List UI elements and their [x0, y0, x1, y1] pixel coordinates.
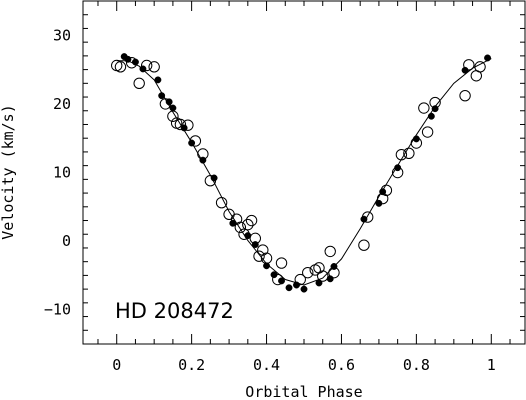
filled-circle-point: [229, 219, 237, 227]
x-axis-label: Orbital Phase: [245, 383, 362, 400]
filled-circle-point: [394, 164, 402, 172]
open-circle-point: [275, 257, 288, 269]
open-circle-point: [260, 252, 273, 264]
filled-circle-point: [431, 105, 439, 113]
x-tick-label: 0.2: [178, 356, 205, 374]
open-circle-point: [395, 148, 408, 161]
open-circle-point: [463, 59, 475, 71]
star-name-annotation: HD 208472: [115, 299, 234, 323]
open-circle-point: [257, 244, 269, 256]
open-circle-point: [313, 262, 325, 274]
open-circle-point: [317, 270, 329, 282]
open-circle-point: [294, 273, 306, 286]
x-tick-label: 0.8: [403, 356, 430, 374]
x-tick-label: 1: [487, 356, 496, 374]
open-circle-point: [418, 102, 430, 114]
filled-circle-point: [285, 284, 293, 292]
open-circle-point: [403, 147, 415, 159]
y-axis-label: Velocity (km/s): [0, 104, 17, 239]
open-circle-point: [140, 59, 153, 72]
open-circle-point: [358, 239, 370, 251]
open-circle-point: [215, 196, 228, 209]
x-tick-label: 0.4: [253, 356, 280, 374]
open-circle-point: [133, 77, 145, 90]
y-tick-label: −10: [44, 301, 71, 319]
open-circle-point: [474, 61, 486, 73]
open-circle-point: [114, 61, 127, 73]
open-circle-point: [324, 245, 336, 258]
x-tick-label: 0.6: [328, 356, 355, 374]
open-circle-point: [253, 250, 265, 262]
filled-circle-point: [278, 277, 285, 285]
open-circle-point: [242, 218, 254, 231]
filled-circle-point: [300, 285, 308, 293]
open-circle-point: [148, 61, 160, 73]
open-circle-point: [459, 89, 471, 102]
filled-circle-point: [461, 66, 469, 74]
filled-circle-point: [326, 275, 334, 283]
open-circle-point: [174, 118, 187, 131]
filled-circle-point: [270, 271, 278, 279]
plot-area: [111, 53, 492, 293]
filled-circle-point: [375, 199, 383, 207]
axes: 0 0.2 0.4 0.6 0.8 1 −10 0 10 20 30: [44, 0, 526, 374]
orbit-fit-curve: [116, 58, 492, 286]
x-tick-label: 0: [112, 356, 121, 374]
filled-circle-point: [251, 241, 259, 248]
y-tick-label: 10: [53, 164, 71, 182]
y-tick-label: 30: [53, 26, 71, 44]
open-circle-point: [421, 126, 434, 138]
y-tick-label: 20: [53, 95, 71, 113]
open-circle-point: [234, 221, 247, 234]
y-tick-label: 0: [62, 232, 71, 250]
open-circle-point: [245, 214, 258, 227]
open-circle-point: [302, 266, 314, 279]
